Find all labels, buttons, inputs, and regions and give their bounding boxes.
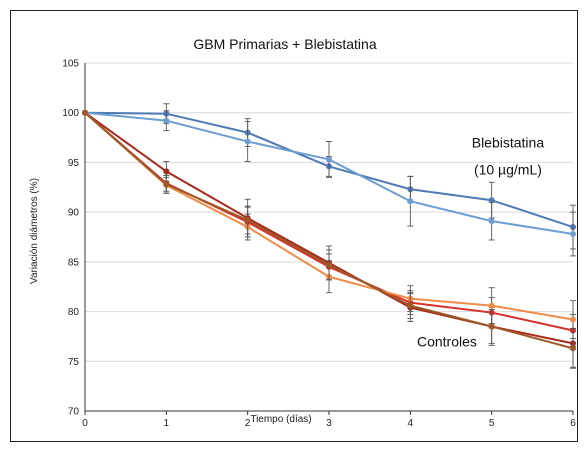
- data-point: [570, 316, 576, 323]
- x-tick-label: 2: [245, 418, 251, 429]
- x-tick-label: 5: [489, 418, 495, 429]
- annotation-label: Controles: [417, 333, 477, 349]
- series-2: [82, 109, 576, 257]
- data-point: [407, 198, 414, 205]
- y-tick-labels: 70 75 80 85 90 95 100 105: [62, 59, 79, 418]
- x-tick-label: 0: [82, 418, 88, 429]
- y-tick-label: 80: [68, 307, 80, 318]
- x-axis-label: Tiempo (días): [250, 414, 311, 425]
- y-tick-label: 75: [68, 357, 80, 368]
- data-point: [488, 302, 495, 309]
- x-tick-label: 3: [326, 418, 332, 429]
- y-axis-label: Variación diámetros (%): [29, 178, 40, 284]
- data-point: [326, 156, 332, 163]
- data-point: [488, 218, 495, 225]
- y-tick-label: 85: [68, 257, 80, 268]
- annotation-label: (10 µg/mL): [474, 161, 542, 177]
- series-6: [82, 109, 576, 369]
- data-point: [82, 109, 88, 116]
- data-point: [326, 261, 332, 268]
- y-tick-label: 70: [68, 407, 80, 418]
- axes: [84, 63, 574, 415]
- data-point: [570, 345, 576, 352]
- x-tick-labels: 0 1 2 3 4 5 6: [82, 418, 576, 429]
- chart-frame: GBM Primarias + Blebistatina Tiempo (día…: [10, 10, 578, 442]
- line-chart: GBM Primarias + Blebistatina Tiempo (día…: [29, 36, 576, 429]
- chart-title: GBM Primarias + Blebistatina: [193, 36, 376, 52]
- data-point: [163, 168, 170, 175]
- annotation-label: Blebistatina: [472, 135, 545, 151]
- grid-lines: [85, 62, 573, 362]
- data-point: [163, 117, 170, 124]
- y-tick-label: 90: [68, 208, 80, 219]
- x-tick-label: 4: [408, 418, 414, 429]
- data-point: [488, 197, 495, 204]
- x-tick-label: 6: [570, 418, 576, 429]
- series-group: [82, 103, 576, 369]
- data-point: [488, 323, 495, 330]
- data-point: [163, 181, 170, 188]
- data-point: [570, 231, 576, 238]
- data-point: [244, 138, 251, 145]
- x-tick-label: 1: [164, 418, 170, 429]
- y-tick-label: 100: [62, 108, 79, 119]
- y-tick-label: 95: [68, 158, 80, 169]
- y-tick-label: 105: [62, 59, 79, 70]
- data-point: [407, 302, 414, 309]
- annotations: Blebistatina (10 µg/mL) Controles: [417, 135, 544, 350]
- data-point: [244, 217, 251, 224]
